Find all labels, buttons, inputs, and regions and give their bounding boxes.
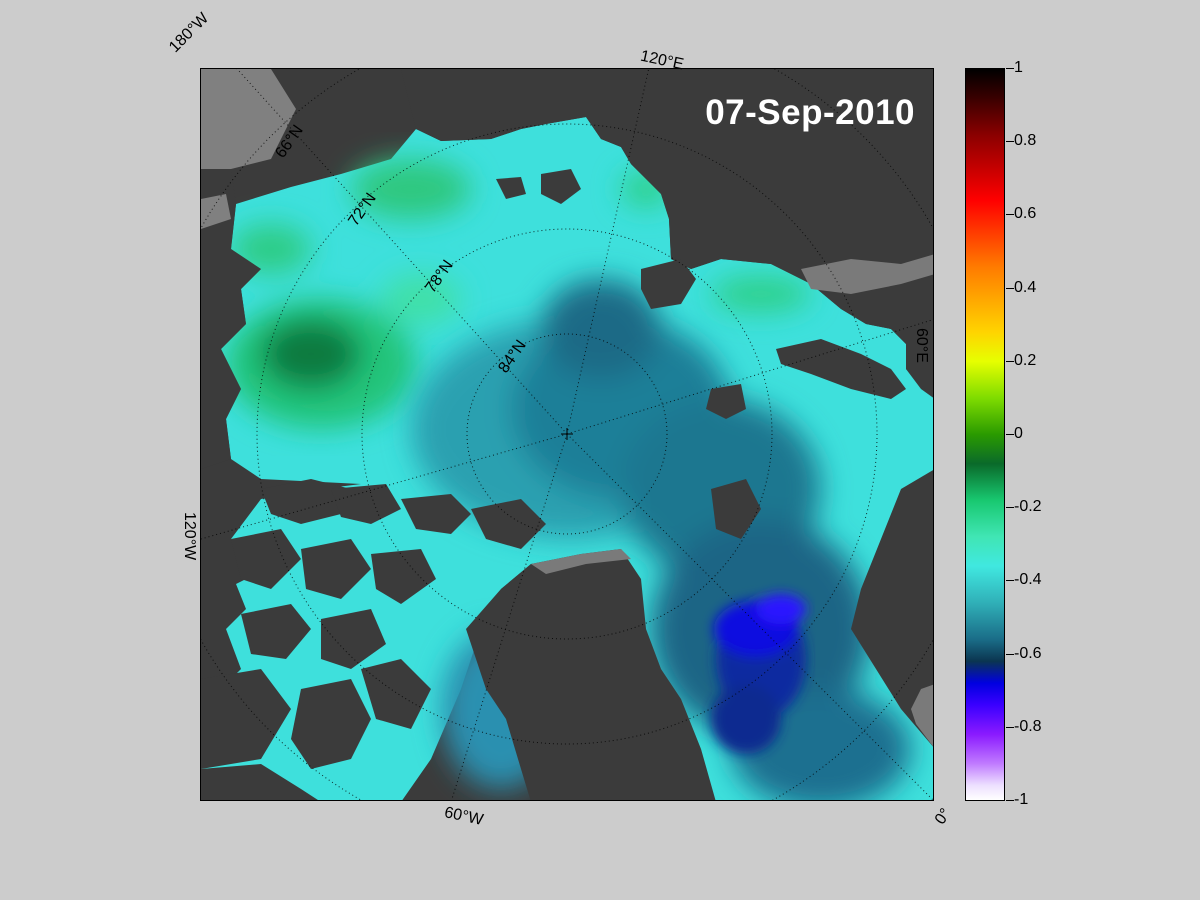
colorbar-tick-mark	[1006, 507, 1014, 509]
franz-josef-land	[706, 384, 746, 419]
severnaya-zemlya	[641, 259, 696, 309]
map-date-title: 07-Sep-2010	[705, 93, 915, 132]
lon-label-180w: 180°W	[166, 9, 213, 57]
greenland-landmass	[466, 549, 716, 800]
colorbar-tick-label: -1	[1014, 791, 1029, 808]
colorbar-tick-label: 0.8	[1014, 132, 1037, 150]
map-panel: 66°N 72°N 78°N 84°N 07-Sep-2010	[200, 68, 934, 801]
colorbar-tick-mark	[1006, 580, 1014, 582]
lon-label-60e: 60°E	[913, 328, 930, 363]
lon-label-60w: 60°W	[442, 804, 485, 829]
arctic-map: 66°N 72°N 78°N 84°N	[201, 69, 933, 800]
novaya-zemlya	[776, 339, 906, 399]
colorbar-tick-mark	[1006, 653, 1014, 655]
norway-coast-ice	[911, 684, 933, 747]
greenland-coast-ice	[531, 549, 631, 574]
colorbar-tick-label: -0.4	[1014, 571, 1042, 589]
canadian-archipelago	[201, 479, 546, 800]
colorbar-tick-label: 0	[1014, 425, 1023, 442]
colorbar-tick-mark	[1006, 287, 1014, 289]
svalbard	[711, 479, 761, 539]
small-island	[496, 177, 526, 199]
colorbar-tick-label: 1	[1014, 59, 1023, 76]
new-siberian-islands	[541, 169, 581, 204]
positive-anomaly-zone	[226, 159, 811, 429]
scandinavia	[851, 470, 933, 747]
colorbar-tick-mark	[1006, 360, 1014, 362]
colorbar-tick-mark	[1006, 141, 1014, 143]
colorbar	[965, 68, 1005, 801]
colorbar-tick-label: 0.2	[1014, 351, 1037, 369]
colorbar-tick-label: -0.8	[1014, 717, 1042, 735]
colorbar-tick-mark	[1006, 68, 1014, 69]
colorbar-tick-label: 0.4	[1014, 278, 1037, 296]
alaska-coast-ice	[201, 194, 231, 229]
lon-label-120w: 120°W	[181, 512, 198, 561]
colorbar-tick-mark	[1006, 800, 1014, 801]
coastal-ice-patch	[201, 69, 296, 189]
eurasian-coast	[401, 69, 933, 397]
strong-negative-core	[711, 594, 806, 754]
siberian-coast-ice	[801, 254, 933, 294]
longitude-lines	[201, 69, 933, 800]
colorbar-tick-mark	[1006, 726, 1014, 728]
colorbar-tick-label: -0.6	[1014, 644, 1042, 662]
lon-label-0: 0°	[931, 805, 955, 828]
alaska-coast	[201, 169, 261, 469]
colorbar-tick-label: 0.6	[1014, 205, 1037, 223]
latitude-circles	[201, 69, 933, 800]
colorbar-tick-mark	[1006, 214, 1014, 216]
colorbar-tick-mark	[1006, 434, 1014, 435]
north-pole-marker	[561, 428, 573, 440]
colorbar-tick-label: -0.2	[1014, 498, 1042, 516]
